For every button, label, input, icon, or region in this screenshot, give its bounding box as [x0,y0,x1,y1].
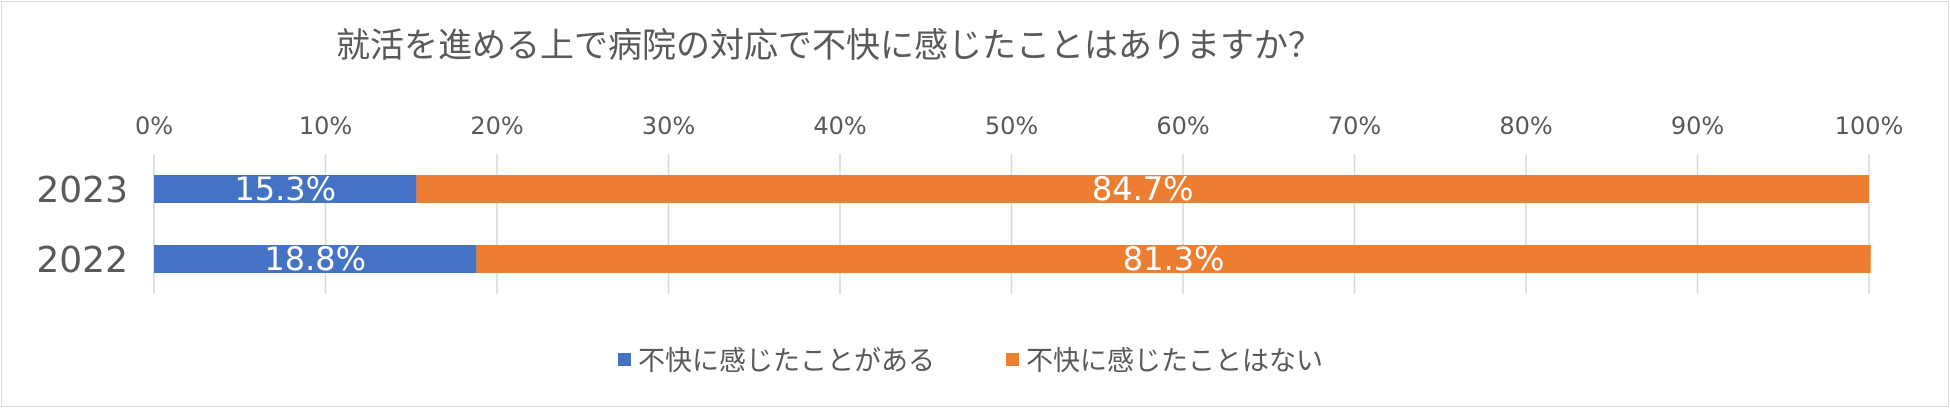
data-labels: 15.3% 84.7% 18.8% 81.3% [234,170,1224,278]
bar-segment [476,245,1871,273]
data-label: 81.3% [1123,240,1225,278]
x-tick-label: 30% [642,112,695,140]
x-tick-label: 70% [1328,112,1381,140]
x-tick-label: 10% [299,112,352,140]
data-label: 18.8% [264,240,366,278]
data-label: 84.7% [1092,170,1194,208]
legend-swatch [618,353,631,366]
x-tick-label: 50% [985,112,1038,140]
data-label: 15.3% [234,170,336,208]
category-label: 2022 [36,240,128,281]
bar-segment [154,245,477,273]
x-tick-label: 0% [135,112,173,140]
x-tick-label: 20% [470,112,523,140]
chart-title: 就活を進める上で病院の対応で不快に感じたことはありますか？ [336,26,1322,66]
x-tick-label: 90% [1671,112,1724,140]
x-tick-label: 40% [813,112,866,140]
y-axis-categories: 2023 2022 [36,170,128,281]
x-tick-label: 100% [1835,112,1904,140]
bar-segment [154,175,417,203]
legend: 不快に感じたことがある 不快に感じたことはない [618,346,1323,377]
bars [154,175,1871,273]
x-axis-ticks: 0% 10% 20% 30% 40% 50% 60% 70% 80% 90% 100% [135,112,1903,140]
category-label: 2023 [36,170,128,211]
legend-label: 不快に感じたことがある [638,346,935,377]
bar-segment [416,175,1869,203]
legend-label: 不快に感じたことはない [1026,346,1323,377]
legend-swatch [1006,353,1019,366]
x-tick-label: 80% [1499,112,1552,140]
x-tick-label: 60% [1156,112,1209,140]
